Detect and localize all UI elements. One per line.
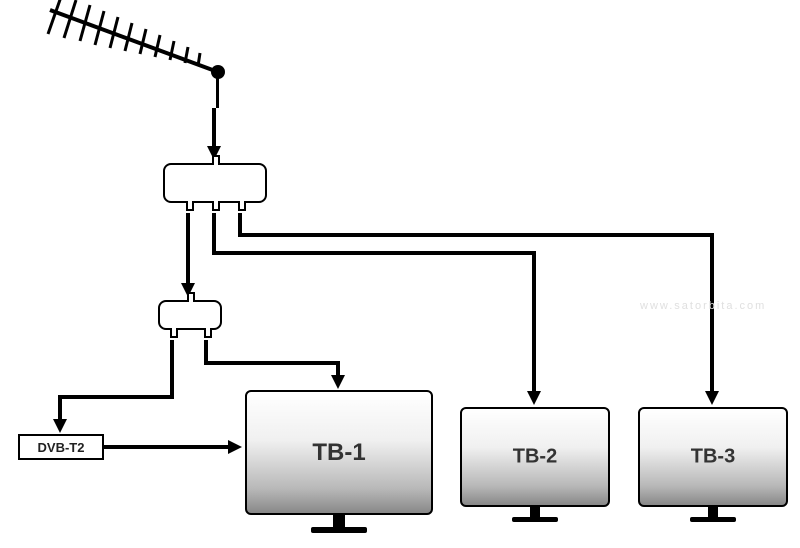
splitter2-output-port-1 xyxy=(170,328,178,338)
edge-s1p3-tv3-v2 xyxy=(710,233,714,393)
arrow-s2p2-tv1 xyxy=(331,375,345,389)
tv-1: TB-1 xyxy=(245,390,433,515)
dvb-label: DVB-T2 xyxy=(38,440,85,455)
edge-dvb-tv1-h xyxy=(104,445,230,449)
tv-2-label: TB-2 xyxy=(462,446,608,469)
edge-s2p2-tv1-h xyxy=(204,361,340,365)
tv-1-label: TB-1 xyxy=(247,439,431,467)
tv-2-stand xyxy=(512,517,558,522)
edge-s2p1-dvb-h xyxy=(58,395,174,399)
arrow-dvb-tv1 xyxy=(228,440,242,454)
arrow-s1p3-tv3 xyxy=(705,391,719,405)
diagram-canvas: DVB-T2 TB-1 TB-2 TB-3 www.satorbita.com xyxy=(0,0,800,548)
tv-1-stand xyxy=(311,527,367,533)
edge-s2p1-dvb-v1 xyxy=(170,340,174,397)
tv-3-label: TB-3 xyxy=(640,446,786,469)
edge-s1p2-tv2-v2 xyxy=(532,251,536,393)
edge-s1p3-tv3-v1 xyxy=(238,213,242,235)
splitter-2 xyxy=(158,300,222,330)
tv-1-neck xyxy=(333,515,345,527)
edge-s1p1-s2-v xyxy=(186,213,190,285)
splitter2-input-port xyxy=(187,292,195,302)
arrow-s1p2-tv2 xyxy=(527,391,541,405)
edge-s1p2-tv2-h xyxy=(212,251,536,255)
splitter1-input-port xyxy=(212,155,220,165)
tv-3-neck xyxy=(708,507,718,517)
splitter2-output-port-2 xyxy=(204,328,212,338)
antenna-mast xyxy=(216,72,219,108)
edge-antenna-splitter1 xyxy=(212,108,216,148)
edge-s2p1-dvb-v2 xyxy=(58,395,62,421)
splitter-1 xyxy=(163,163,267,203)
watermark-text: www.satorbita.com xyxy=(640,300,766,312)
arrow-s2p1-dvb xyxy=(53,419,67,433)
tv-3: TB-3 xyxy=(638,407,788,507)
tv-2-neck xyxy=(530,507,540,517)
splitter1-output-port-2 xyxy=(212,201,220,211)
antenna-icon xyxy=(40,0,240,90)
edge-s1p2-tv2-v1 xyxy=(212,213,216,253)
dvb-t2-receiver: DVB-T2 xyxy=(18,434,104,460)
tv-3-stand xyxy=(690,517,736,522)
edge-s1p3-tv3-h xyxy=(238,233,714,237)
tv-2: TB-2 xyxy=(460,407,610,507)
edge-s2p2-tv1-v1 xyxy=(204,340,208,363)
splitter1-output-port-1 xyxy=(186,201,194,211)
splitter1-output-port-3 xyxy=(238,201,246,211)
